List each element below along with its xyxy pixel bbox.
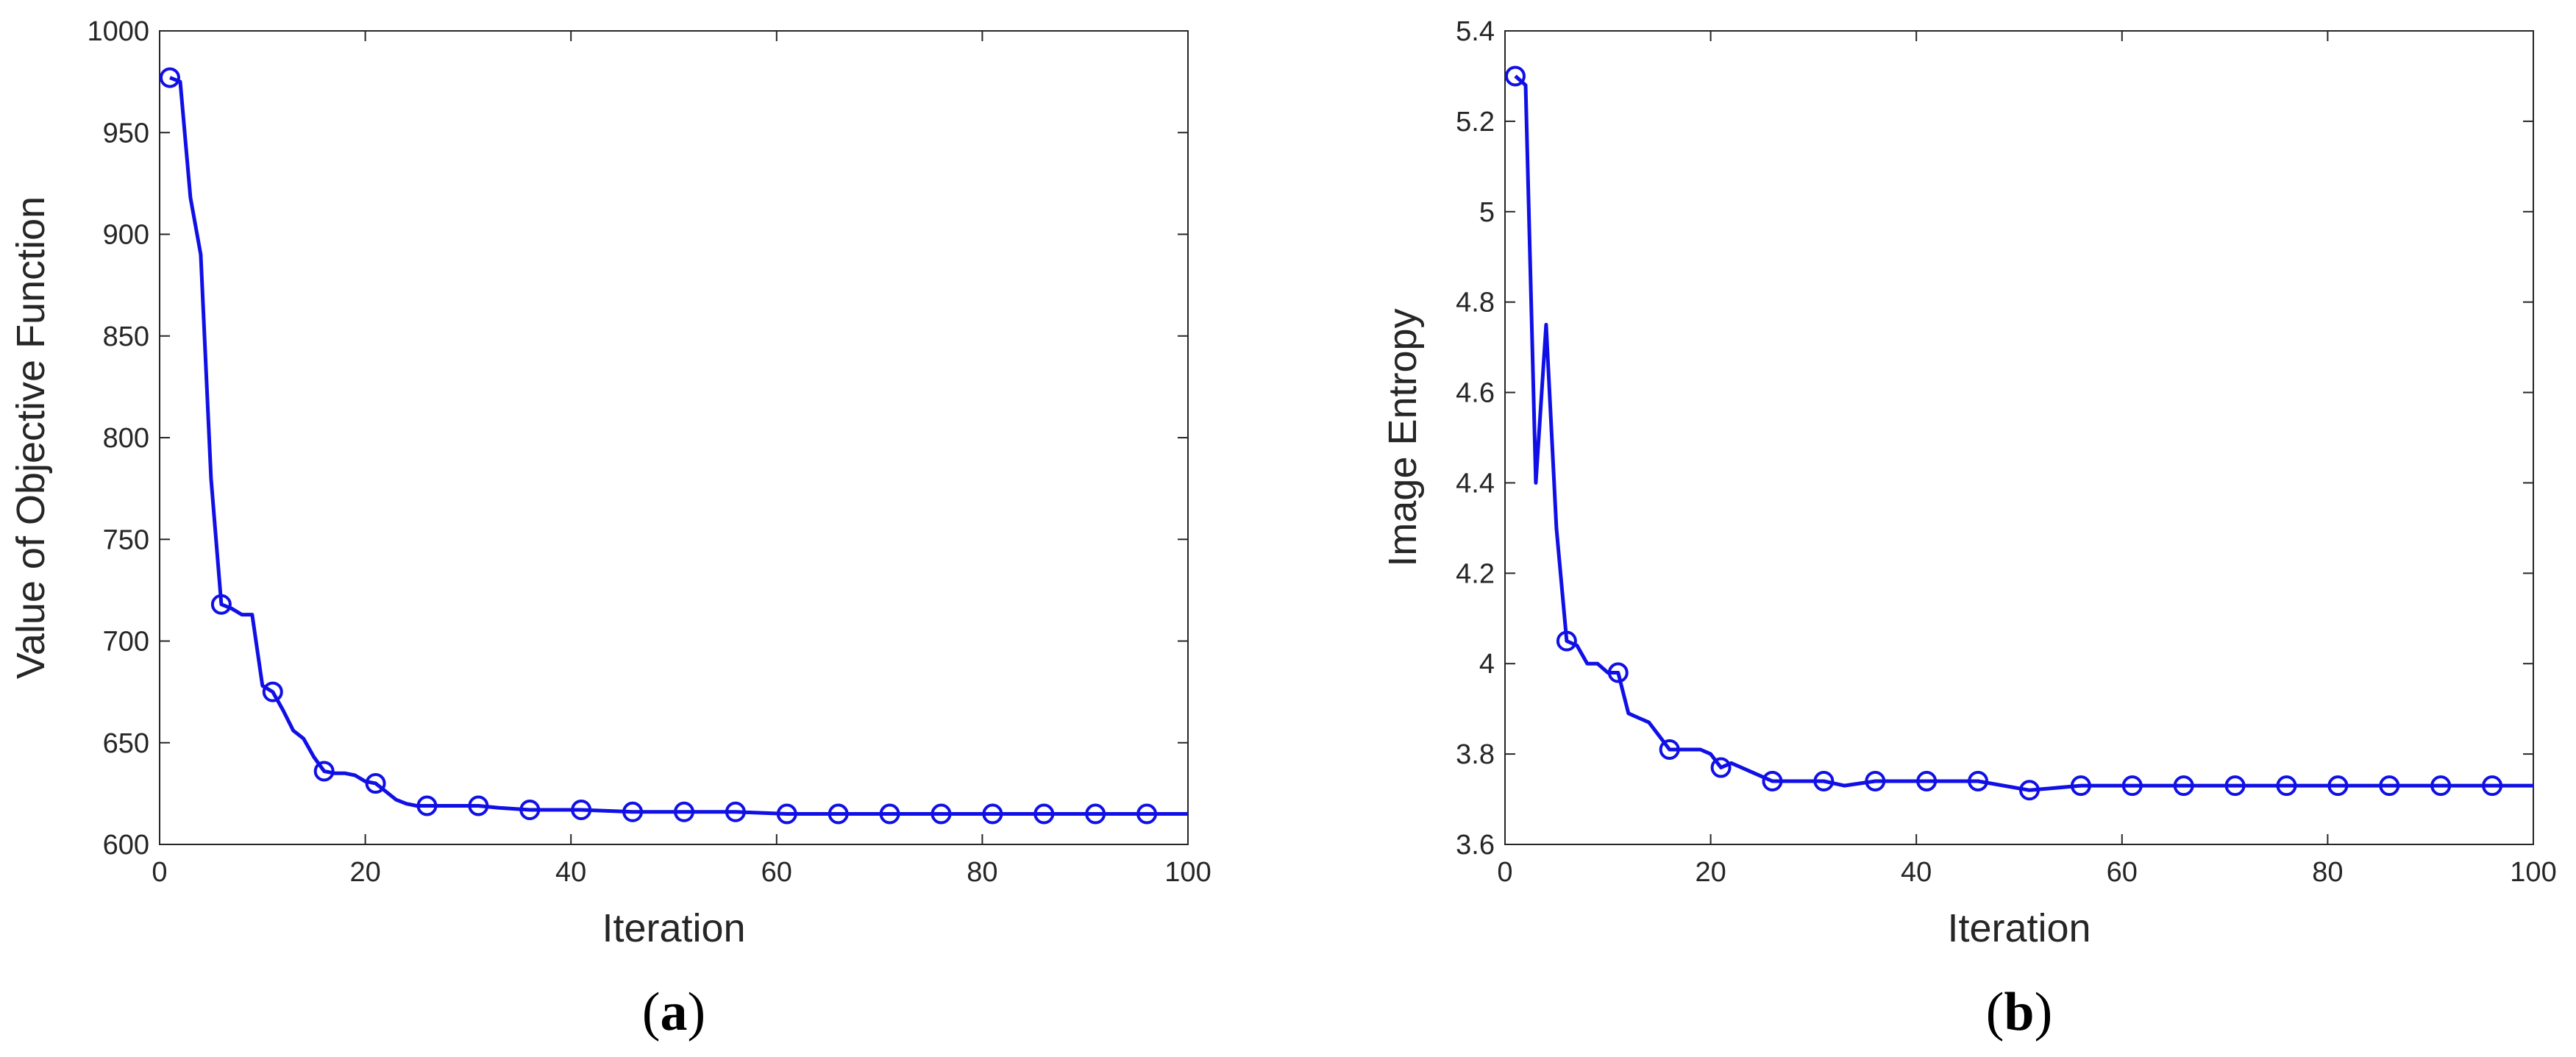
data-point-marker	[1607, 662, 1629, 683]
y-axis-label: Image Entropy	[1381, 308, 1425, 566]
data-point-marker	[1813, 770, 1835, 791]
data-point-marker	[1033, 803, 1055, 825]
y-tick-label: 4.4	[1456, 468, 1495, 499]
y-tick-label: 750	[103, 524, 149, 555]
data-point-marker	[571, 799, 592, 820]
data-point-marker	[468, 795, 489, 816]
data-point-marker	[519, 799, 541, 820]
y-tick-label: 4.2	[1456, 558, 1495, 589]
data-point-marker	[1710, 757, 1732, 778]
series-line	[169, 76, 1188, 816]
data-point-marker	[1136, 803, 1158, 825]
data-point-marker	[2224, 775, 2246, 797]
y-tick-label: 3.6	[1456, 830, 1495, 861]
data-point-marker	[828, 803, 849, 825]
x-axis-label: Iteration	[602, 906, 745, 950]
data-point-marker	[2070, 775, 2091, 797]
data-point-marker	[622, 801, 644, 822]
x-tick-label: 80	[967, 857, 997, 888]
panel-label: (a)	[642, 982, 705, 1042]
data-point-marker	[725, 801, 746, 822]
y-tick-label: 5	[1479, 197, 1495, 228]
data-point-marker	[2173, 775, 2194, 797]
data-point-marker	[262, 681, 283, 702]
data-point-marker	[1504, 65, 1526, 87]
y-tick-label: 850	[103, 321, 149, 352]
data-point-marker	[2276, 775, 2297, 797]
data-point-marker	[2379, 775, 2400, 797]
data-point-marker	[1556, 630, 1577, 652]
axes-box	[1504, 30, 2534, 845]
data-point-marker	[1865, 770, 1886, 791]
data-point-marker	[2121, 775, 2143, 797]
y-tick-label: 4.6	[1456, 378, 1495, 409]
x-tick-label: 0	[1497, 857, 1512, 888]
data-point-marker	[1659, 739, 1680, 760]
y-tick-label: 4.8	[1456, 288, 1495, 318]
y-tick-label: 1000	[87, 16, 149, 47]
chart-panel-b: 0 20 40 60 80 100 3.6 3.8 4 4.2 4.4 4.6 4.8 5 5.2 5.4 It…	[1381, 16, 2557, 1042]
data-point-marker	[2327, 775, 2349, 797]
data-point-marker	[1968, 770, 1989, 791]
x-tick-label: 100	[1164, 857, 1211, 888]
data-point-marker	[1762, 770, 1783, 791]
y-tick-label: 5.4	[1456, 16, 1495, 47]
x-tick-label: 20	[1695, 857, 1726, 888]
x-tick-label: 0	[152, 857, 167, 888]
data-point-marker	[159, 67, 180, 88]
chart-panel-a: 0 20 40 60 80 100 600 650 700 750 800 850 900 950 1000…	[9, 16, 1211, 1042]
y-tick-label: 4	[1479, 649, 1495, 680]
data-point-marker	[313, 761, 335, 782]
data-point-marker	[365, 773, 386, 794]
series-line	[1514, 74, 2533, 792]
y-tick-label: 650	[103, 728, 149, 759]
data-point-marker	[416, 795, 438, 816]
data-point-marker	[879, 803, 900, 825]
panel-label: (b)	[1986, 982, 2052, 1042]
x-axis-label: Iteration	[1947, 906, 2091, 950]
y-tick-label: 600	[103, 830, 149, 861]
data-point-marker	[776, 803, 797, 825]
x-tick-label: 60	[761, 857, 792, 888]
y-tick-label: 950	[103, 118, 149, 149]
x-tick-label: 20	[349, 857, 380, 888]
data-point-marker	[2018, 780, 2040, 801]
axes-box	[159, 30, 1189, 845]
x-tick-label: 60	[2107, 857, 2138, 888]
x-tick-label: 40	[555, 857, 586, 888]
y-tick-label: 700	[103, 627, 149, 658]
y-axis-label: Value of Objective Function	[9, 196, 53, 679]
data-point-marker	[1085, 803, 1106, 825]
x-tick-label: 80	[2312, 857, 2343, 888]
x-tick-label: 40	[1901, 857, 1932, 888]
data-point-marker	[2482, 775, 2503, 797]
x-tick-label: 100	[2510, 857, 2556, 888]
data-point-marker	[210, 594, 232, 615]
data-point-marker	[673, 801, 694, 822]
data-point-marker	[931, 803, 952, 825]
y-tick-label: 5.2	[1456, 107, 1495, 138]
data-point-marker	[1916, 770, 1938, 791]
y-tick-label: 800	[103, 423, 149, 454]
data-point-marker	[982, 803, 1003, 825]
y-tick-label: 3.8	[1456, 739, 1495, 770]
y-tick-label: 900	[103, 220, 149, 251]
data-point-marker	[2430, 775, 2452, 797]
